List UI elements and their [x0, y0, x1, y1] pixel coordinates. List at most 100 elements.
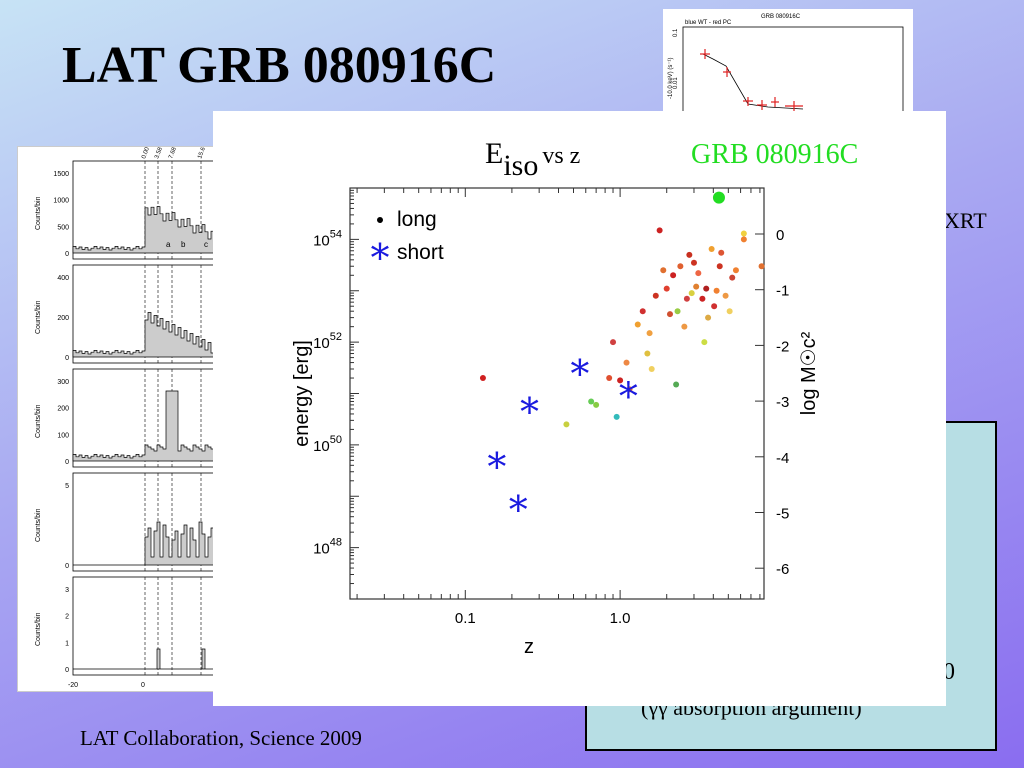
lightcurve-row: Counts/bin 0 5 [35, 472, 230, 572]
xrt-figure: GRB 080916C blue WT - red PC -10.0 keV) … [668, 14, 904, 114]
lightcurve-ytick: 200 [57, 406, 69, 413]
legend-short-label: short [397, 241, 444, 264]
lightcurve-marker-label: 0.00 [141, 147, 151, 160]
series-grb-080916c [712, 191, 725, 204]
long-grb-point [588, 398, 595, 405]
y-tick-label: 1052 [313, 331, 342, 352]
lightcurve-ytick: 100 [57, 432, 69, 439]
lightcurve-ytick: 5 [65, 483, 69, 490]
long-grb-point [726, 308, 733, 315]
x-tick-label: 1.0 [610, 610, 631, 627]
lightcurve-marker-label: 3.58 [154, 147, 164, 160]
long-grb-point [666, 311, 673, 318]
right-tick-label: -2 [776, 338, 789, 355]
eiso-title-rest: vs z [542, 143, 581, 169]
xrt-frame [682, 26, 904, 114]
series-short: ***** [487, 352, 637, 532]
long-grb-point [690, 259, 697, 266]
x-tick-label: 0.1 [455, 610, 476, 627]
lightcurve-ylabel: Counts/bin [35, 404, 42, 438]
long-grb-point [701, 339, 708, 346]
long-grb-point [686, 251, 693, 258]
long-grb-point [623, 359, 630, 366]
lightcurve-ytick: 0 [65, 667, 69, 674]
lightcurve-ytick: 3 [65, 587, 69, 594]
long-grb-point [716, 263, 723, 270]
lightcurve-ytick: 500 [57, 224, 69, 231]
lightcurve-histogram [72, 312, 230, 358]
xrt-fit-line [702, 53, 804, 110]
short-grb-point: * [570, 352, 589, 396]
right-tick-label: -5 [776, 506, 789, 523]
long-grb-point [626, 386, 633, 393]
lightcurve-ytick: 0 [65, 251, 69, 258]
lightcurve-ytick: 1500 [53, 171, 69, 178]
legend: long * short [371, 208, 444, 280]
long-grb-point [758, 263, 765, 270]
xrt-lightcurve-panel: GRB 080916C blue WT - red PC -10.0 keV) … [663, 9, 913, 114]
lightcurve-ytick: 300 [57, 379, 69, 386]
lightcurve-ytick: 0 [65, 459, 69, 466]
long-grb-point [670, 272, 677, 279]
lightcurve-interval-label: a [166, 240, 171, 249]
long-grb-point [718, 249, 725, 256]
short-grb-point: * [619, 375, 638, 419]
lightcurve-histogram [72, 390, 230, 462]
short-grb-point: * [509, 488, 528, 532]
lightcurve-ytick: 1000 [53, 198, 69, 205]
lightcurve-xtick: -20 [68, 682, 78, 689]
lightcurve-interval-label: b [181, 240, 186, 249]
xrt-legend: blue WT - red PC [685, 20, 732, 26]
long-grb-point [740, 236, 747, 243]
eiso-scatter-chart: 0.1 1.0 z 1048 1050 1052 1054 energy [erg] 0 -1 -2… [291, 187, 820, 658]
lightcurve-ytick: 0 [65, 355, 69, 362]
short-grb-point: * [520, 390, 539, 434]
right-tick-label: -4 [776, 450, 789, 467]
lightcurve-ylabel: Counts/bin [35, 196, 42, 230]
long-grb-point [606, 375, 613, 382]
series-long [479, 227, 765, 428]
lightcurve-figure: 0.00 3.58 7.68 15.67Counts/bin050010001500a… [35, 143, 230, 689]
lightcurve-histogram [73, 648, 230, 670]
long-grb-point [663, 285, 670, 292]
lightcurve-xtick: 0 [141, 682, 145, 689]
long-grb-point [656, 227, 663, 234]
y-tick-label: 1054 [313, 228, 342, 249]
y-tick-label: 1050 [313, 434, 342, 455]
long-grb-point [610, 339, 617, 346]
lightcurve-marker-label: 7.68 [168, 147, 178, 160]
long-grb-point [634, 321, 641, 328]
lightcurve-histogram [73, 521, 230, 566]
long-grb-point [613, 413, 620, 420]
slide-title: LAT GRB 080916C [62, 37, 497, 94]
lightcurve-row: Counts/bin 0 500 1000 1500 a b c [35, 160, 230, 260]
long-grb-point [646, 330, 653, 337]
short-grb-point: * [487, 445, 506, 489]
lightcurve-ytick: 400 [57, 275, 69, 282]
long-grb-point [699, 295, 706, 302]
x-axis: 0.1 1.0 [356, 188, 761, 627]
long-grb-point [713, 287, 720, 294]
right-tick-label: -6 [776, 561, 789, 578]
long-grb-point [674, 308, 681, 315]
long-grb-point [681, 323, 688, 330]
long-grb-point [693, 283, 700, 290]
xrt-text-fragment: XRT [944, 208, 987, 233]
long-grb-point [673, 381, 680, 388]
long-grb-point [722, 292, 729, 299]
y-tick-label: 1048 [313, 537, 342, 558]
y-axis: 1048 1050 1052 1054 [313, 189, 359, 600]
xrt-data-points [700, 49, 803, 111]
legend-short-marker: * [371, 236, 390, 280]
long-grb-point [617, 377, 624, 384]
long-grb-point [644, 350, 651, 357]
lightcurve-ylabel: Counts/bin [35, 612, 42, 646]
lightcurve-row: Counts/bin 0 1 2 3 [35, 576, 230, 676]
xrt-ytick-1: 0.01 [673, 77, 679, 89]
long-grb-point [593, 401, 600, 408]
lightcurve-ylabel: Counts/bin [35, 508, 42, 542]
long-grb-point [648, 365, 655, 372]
long-grb-point [703, 285, 710, 292]
lightcurve-interval-label: c [204, 240, 208, 249]
long-grb-point [711, 303, 718, 310]
